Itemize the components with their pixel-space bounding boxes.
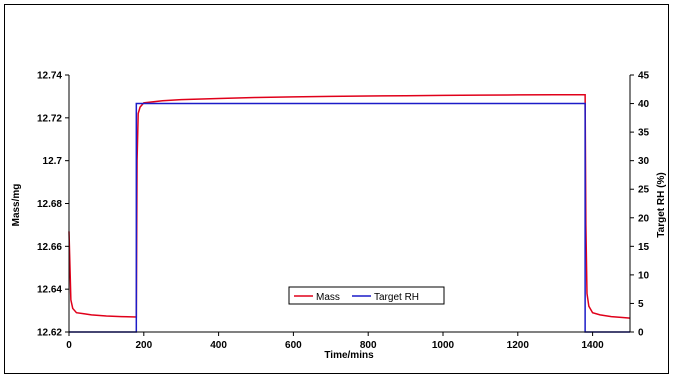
y2-tick-label: 10 (638, 270, 650, 281)
y2-tick-label: 30 (638, 156, 650, 167)
series-line-mass (68, 93, 631, 319)
y-tick-label: 12.68 (37, 199, 62, 210)
x-tick-label: 1000 (432, 340, 455, 351)
y2-tick-label: 25 (638, 185, 650, 196)
x-tick-label: 1400 (581, 340, 604, 351)
y-axis-title: Mass/mg (11, 184, 22, 227)
x-tick-label: 800 (360, 340, 377, 351)
x-axis-title: Time/mins (324, 350, 374, 361)
y-tick-label: 12.72 (37, 113, 62, 124)
y-tick-label: 12.64 (37, 285, 62, 296)
y2-tick-label: 45 (638, 71, 650, 82)
y2-tick-label: 0 (638, 328, 644, 339)
x-tick-label: 600 (285, 340, 302, 351)
y2-tick-label: 35 (638, 128, 650, 139)
x-tick-label: 1200 (507, 340, 530, 351)
y2-axis-title: Target RH (%) (656, 172, 667, 237)
legend-label-mass: Mass (316, 292, 340, 303)
x-tick-label: 0 (66, 340, 72, 351)
y-tick-label: 12.66 (37, 242, 62, 253)
x-tick-label: 400 (210, 340, 227, 351)
y2-tick-label: 40 (638, 99, 650, 110)
y-tick-label: 12.62 (37, 328, 62, 339)
legend-label-target-rh: Target RH (374, 292, 419, 303)
y2-tick-label: 15 (638, 242, 650, 253)
legend: Mass Target RH (288, 286, 445, 305)
y2-tick-label: 20 (638, 213, 650, 224)
chart-frame (4, 4, 669, 374)
y-tick-label: 12.7 (43, 156, 63, 167)
y2-tick-label: 5 (638, 299, 644, 310)
y-tick-label: 12.74 (37, 71, 62, 82)
x-tick-label: 200 (135, 340, 152, 351)
